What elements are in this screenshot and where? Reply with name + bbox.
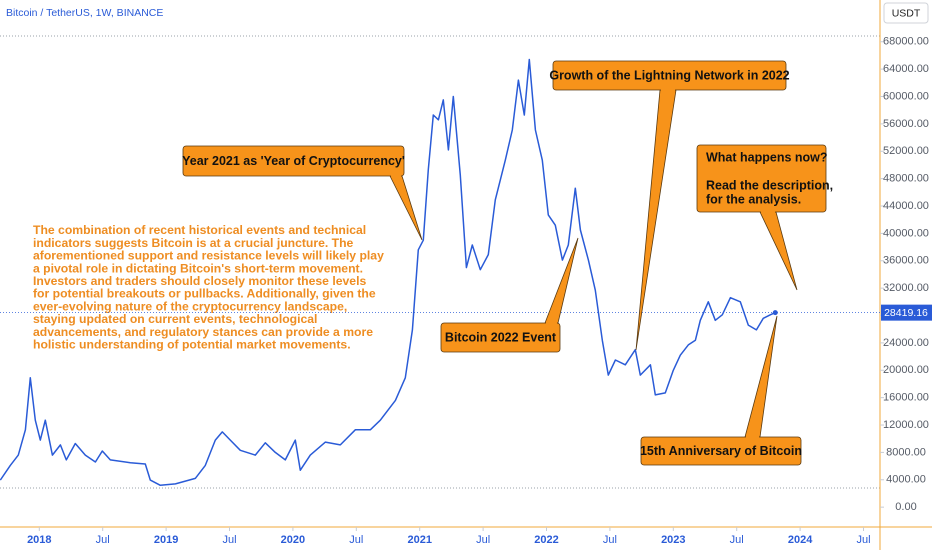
y-tick-label: 40000.00 bbox=[883, 227, 929, 239]
y-tick-label: 36000.00 bbox=[883, 255, 929, 267]
callout-text: Year 2021 as 'Year of Cryptocurrency' bbox=[182, 154, 405, 168]
callout-text: Read the description, bbox=[706, 178, 833, 192]
last-point bbox=[772, 310, 778, 316]
callout-box bbox=[182, 145, 405, 177]
x-tick-label: 2022 bbox=[534, 534, 558, 546]
description-line: Investors and traders should closely mon… bbox=[33, 274, 366, 288]
x-tick-label: 2019 bbox=[154, 534, 178, 546]
y-tick-label: 68000.00 bbox=[883, 36, 929, 48]
y-tick-label: 64000.00 bbox=[883, 63, 929, 75]
callout-text: Bitcoin 2022 Event bbox=[445, 330, 557, 344]
x-tick-label: 2018 bbox=[27, 534, 51, 546]
callout-box bbox=[440, 322, 561, 353]
y-tick-label: 20000.00 bbox=[883, 364, 929, 376]
callout-box bbox=[640, 436, 802, 466]
x-tick-label: Jul bbox=[730, 534, 744, 546]
x-tick-label: 2021 bbox=[407, 534, 431, 546]
y-tick-label: 48000.00 bbox=[883, 173, 929, 185]
description-line: The combination of recent historical eve… bbox=[33, 223, 366, 237]
x-tick-label: Jul bbox=[349, 534, 363, 546]
y-tick-label: 60000.00 bbox=[883, 90, 929, 102]
last-price-label: 28419.16 bbox=[884, 307, 928, 319]
x-tick-label: Jul bbox=[856, 534, 870, 546]
description-line: for potential breakouts or pullbacks. Ad… bbox=[33, 287, 376, 301]
y-tick-label: 0.00 bbox=[895, 501, 916, 513]
description-line: ever-evolving nature of the cryptocurren… bbox=[33, 299, 347, 313]
y-tick-label: 8000.00 bbox=[886, 446, 926, 458]
y-tick-label: 16000.00 bbox=[883, 392, 929, 404]
x-tick-label: Jul bbox=[476, 534, 490, 546]
currency-box[interactable] bbox=[883, 2, 929, 24]
description-line: a pivotal role in dictating Bitcoin's sh… bbox=[33, 261, 363, 275]
description-line: indicators suggests Bitcoin is at a cruc… bbox=[33, 236, 354, 250]
y-tick-label: 44000.00 bbox=[883, 200, 929, 212]
y-tick-label: 56000.00 bbox=[883, 118, 929, 130]
callout-text: for the analysis. bbox=[706, 192, 801, 206]
price-line bbox=[0, 58, 776, 487]
x-tick-label: Jul bbox=[222, 534, 236, 546]
description-line: aforementioned support and resistance le… bbox=[33, 249, 384, 263]
y-tick-label: 4000.00 bbox=[886, 474, 926, 486]
callout-text: Growth of the Lightning Network in 2022 bbox=[549, 68, 789, 82]
x-tick-label: 2024 bbox=[788, 534, 813, 546]
y-tick-label: 12000.00 bbox=[883, 419, 929, 431]
description-line: holistic understanding of potential mark… bbox=[33, 338, 351, 352]
description-line: staying updated on current events, techn… bbox=[33, 312, 317, 326]
x-tick-label: 2020 bbox=[281, 534, 305, 546]
y-tick-label: 32000.00 bbox=[883, 282, 929, 294]
chart-title: Bitcoin / TetherUS, 1W, BINANCE bbox=[6, 7, 163, 19]
y-tick-label: 24000.00 bbox=[883, 337, 929, 349]
currency: USDT bbox=[892, 7, 921, 19]
callout-text: What happens now? bbox=[706, 150, 828, 164]
description-line: advancements, and regulatory stances can… bbox=[33, 325, 373, 339]
callout-text: 15th Anniversary of Bitcoin bbox=[640, 444, 802, 458]
x-tick-label: 2023 bbox=[661, 534, 685, 546]
y-tick-label: 52000.00 bbox=[883, 145, 929, 157]
x-tick-label: Jul bbox=[603, 534, 617, 546]
x-tick-label: Jul bbox=[96, 534, 110, 546]
last-price-box bbox=[881, 304, 932, 321]
